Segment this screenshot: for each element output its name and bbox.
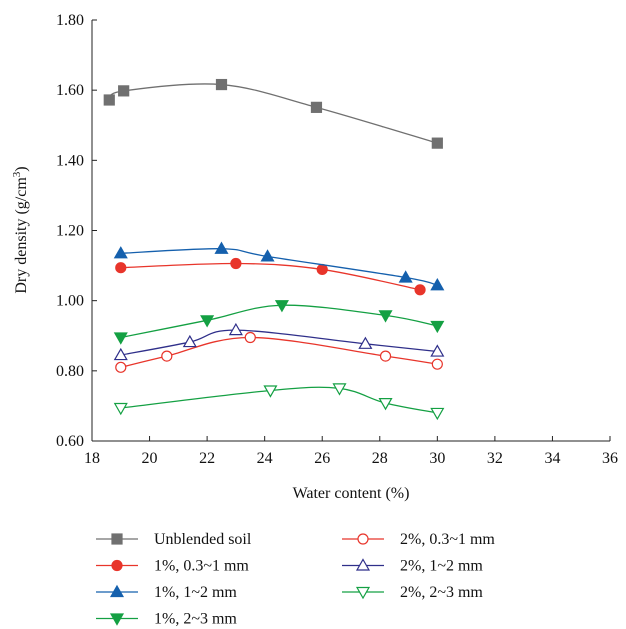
data-point [260, 249, 275, 262]
legend-item: 1%, 2~3 mm [96, 611, 237, 628]
legend-label: 2%, 2~3 mm [400, 584, 483, 601]
data-point [200, 315, 215, 328]
series-2 [115, 257, 426, 296]
series-line [108, 83, 438, 144]
y-axis-title-close: ) [13, 166, 30, 171]
data-point [414, 284, 426, 296]
series-7 [113, 383, 445, 421]
series-line [120, 386, 438, 414]
data-point [332, 383, 347, 396]
data-point [244, 331, 256, 344]
x-tick-label: 34 [544, 450, 560, 467]
legend-marker [109, 584, 125, 598]
y-tick-label: 1.80 [56, 12, 84, 29]
x-tick-label: 20 [142, 450, 158, 467]
data-point [378, 398, 393, 411]
legend-label: 1%, 0.3~1 mm [154, 558, 249, 575]
data-point [263, 385, 278, 398]
axes [91, 20, 610, 442]
y-tick-label: 0.80 [56, 363, 84, 380]
data-point [113, 246, 128, 259]
data-point [118, 85, 130, 97]
x-axis-title: Water content (%) [293, 485, 410, 502]
x-tick-label: 32 [487, 450, 503, 467]
data-point [103, 94, 115, 106]
data-point [214, 241, 229, 254]
legend-marker [111, 559, 123, 572]
legend-label: 2%, 0.3~1 mm [400, 531, 495, 548]
ticks: 18 20 22 24 26 28 30 32 34 36 0.60 0.80 1.00 1.20 1.40… [56, 12, 618, 467]
data-point [430, 344, 445, 357]
y-axis-title-superscript: 3 [11, 171, 23, 177]
legend-item: 2%, 1~2 mm [342, 558, 483, 575]
data-point [230, 257, 242, 270]
data-point [182, 334, 197, 348]
x-tick-label: 26 [314, 450, 330, 467]
legend-marker [109, 613, 125, 626]
data-point [379, 350, 392, 362]
data-point [430, 320, 445, 334]
x-tick-label: 28 [372, 450, 388, 467]
y-axis-title-main: Dry density (g/cm [13, 177, 30, 294]
data-point [358, 336, 373, 349]
data-point [316, 263, 328, 276]
legend-item: 1%, 0.3~1 mm [96, 558, 249, 575]
data-point [274, 300, 289, 313]
series-5 [115, 331, 443, 373]
legend-item: 2%, 0.3~1 mm [342, 531, 495, 548]
data-point [430, 407, 445, 421]
x-tick-label: 30 [429, 450, 445, 467]
y-axis-title: Dry density (g/cm3) [11, 166, 30, 293]
data-point [115, 361, 127, 373]
data-point [113, 402, 128, 416]
data-point [378, 310, 393, 323]
series-layer [103, 78, 445, 421]
series-line [120, 329, 438, 356]
legend-marker [111, 533, 123, 545]
y-tick-label: 0.60 [56, 433, 84, 450]
data-point [113, 347, 128, 361]
x-tick-label: 22 [199, 450, 215, 467]
legend-marker [355, 586, 371, 600]
data-point [431, 137, 443, 149]
data-point [430, 278, 445, 291]
data-point [228, 322, 243, 336]
data-point [113, 332, 128, 345]
legend-marker [355, 558, 371, 571]
y-tick-label: 1.20 [56, 223, 84, 240]
legend-label: 1%, 2~3 mm [154, 611, 237, 628]
data-point [431, 358, 443, 370]
series-3 [113, 241, 445, 291]
data-point [161, 350, 173, 362]
legend-marker [357, 533, 369, 545]
series-4 [113, 300, 445, 345]
legend-label: 2%, 1~2 mm [400, 558, 483, 575]
y-tick-label: 1.60 [56, 82, 84, 99]
series-line [120, 304, 438, 339]
legend-label: Unblended soil [154, 531, 252, 548]
legend: Unblended soil 1%, 0.3~1 mm 1%, 1~2 mm 1%, … [96, 531, 495, 628]
series-1 [103, 78, 443, 149]
x-tick-label: 18 [84, 450, 100, 467]
legend-label: 1%, 1~2 mm [154, 584, 237, 601]
data-point [115, 262, 127, 274]
x-tick-label: 24 [257, 450, 273, 467]
series-6 [113, 322, 445, 361]
legend-item: 2%, 2~3 mm [342, 584, 483, 601]
data-point [215, 78, 228, 91]
data-point [398, 270, 413, 283]
legend-item: 1%, 1~2 mm [96, 584, 237, 601]
data-point [310, 101, 323, 113]
y-tick-label: 1.40 [56, 152, 84, 169]
y-tick-label: 1.00 [56, 293, 84, 310]
legend-item: Unblended soil [96, 531, 252, 548]
x-tick-label: 36 [602, 450, 618, 467]
series-line [120, 262, 421, 291]
series-line [120, 248, 438, 286]
